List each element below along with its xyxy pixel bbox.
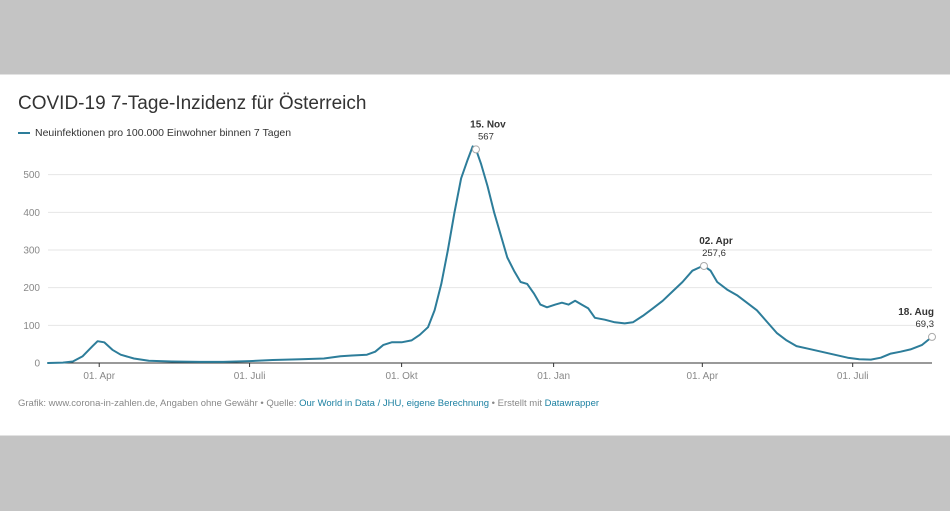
annotation-date-label: 18. Aug xyxy=(898,307,934,318)
annotation-date-label: 02. Apr xyxy=(699,236,733,247)
x-tick-label: 01. Apr xyxy=(83,371,115,382)
grid-lines xyxy=(48,174,932,364)
series-layer xyxy=(47,145,933,364)
y-tick-label: 200 xyxy=(23,283,40,294)
legend-swatch xyxy=(18,132,30,134)
chart-title: COVID-19 7-Tage-Inzidenz für Österreich xyxy=(18,93,367,114)
chart-card: COVID-19 7-Tage-Inzidenz für Österreich … xyxy=(0,74,950,436)
x-tick-label: 01. Juli xyxy=(837,371,869,382)
y-tick-label: 0 xyxy=(34,359,40,370)
legend-label: Neuinfektionen pro 100.000 Einwohner bin… xyxy=(35,127,292,139)
annotation-value-label: 567 xyxy=(478,131,494,142)
y-tick-label: 300 xyxy=(23,246,40,257)
footer-middle: • Erstellt mit xyxy=(489,398,545,409)
annotation-marker xyxy=(471,145,480,154)
source-link[interactable]: Our World in Data / JHU, eigene Berechnu… xyxy=(299,398,490,409)
datawrapper-link[interactable]: Datawrapper xyxy=(544,398,600,409)
x-tick-label: 01. Okt xyxy=(385,371,417,382)
x-tick-label: 01. Jan xyxy=(537,371,570,382)
annotation-marker xyxy=(699,261,708,270)
annotation-date-label: 15. Nov xyxy=(470,119,506,130)
annotation-marker xyxy=(928,332,936,341)
y-tick-label: 100 xyxy=(23,321,40,332)
x-tick-label: 01. Apr xyxy=(686,371,718,382)
x-tick-label: 01. Juli xyxy=(234,371,266,382)
footer-credit: Grafik: www.corona-in-zahlen.de, Angaben… xyxy=(18,398,300,409)
y-axis-ticks: 0 100 200 300 400 500 xyxy=(23,170,40,369)
series-line xyxy=(47,145,933,364)
chart-footer: Grafik: www.corona-in-zahlen.de, Angaben… xyxy=(18,398,599,409)
annotation-value-label: 69,3 xyxy=(916,319,935,330)
legend: Neuinfektionen pro 100.000 Einwohner bin… xyxy=(18,127,291,139)
annotation-value-label: 257,6 xyxy=(702,248,726,259)
y-tick-label: 500 xyxy=(23,170,40,181)
y-tick-label: 400 xyxy=(23,208,40,219)
x-axis-ticks: 01. Apr 01. Juli 01. Okt 01. Jan 01. Apr 01. … xyxy=(83,363,869,382)
